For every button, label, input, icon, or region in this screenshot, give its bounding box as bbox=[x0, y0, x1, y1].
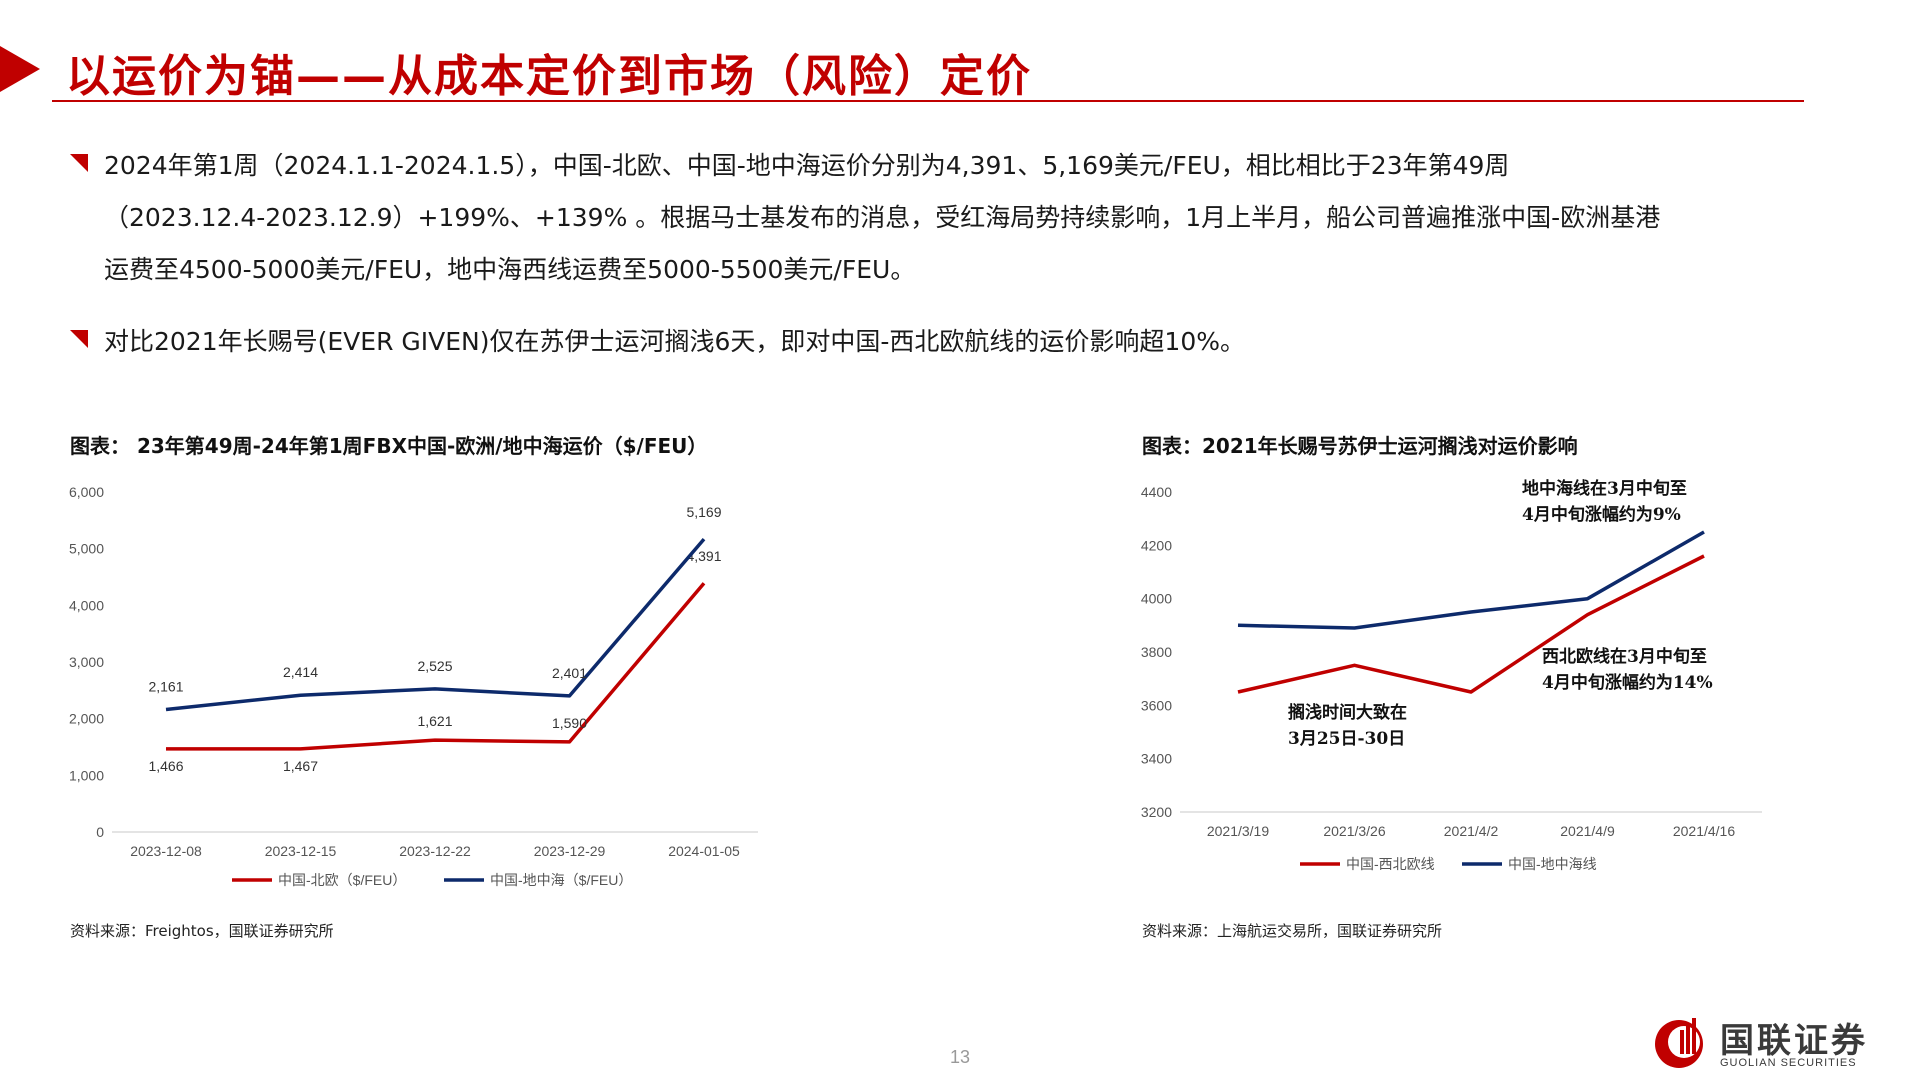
left-y-tick-label: 6,000 bbox=[69, 484, 104, 500]
ever-given-impact-chart-right: 3200 3400 3600 3800 4000 4200 4400 2021/3/19 202… bbox=[1141, 478, 1762, 872]
right-annotation: 4月中旬涨幅约为14% bbox=[1542, 672, 1713, 693]
right-y-tick-label: 4400 bbox=[1141, 484, 1172, 500]
right-y-tick-label: 3600 bbox=[1141, 697, 1172, 713]
left-series-line-2 bbox=[165, 537, 706, 712]
left-data-label: 4,391 bbox=[686, 548, 721, 564]
left-data-label: 2,161 bbox=[148, 679, 183, 695]
right-x-tick-label: 2021/4/9 bbox=[1560, 823, 1615, 839]
left-figure-title: 图表： 23年第49周-24年第1周FBX中国-欧洲/地中海运价（$/FEU） bbox=[70, 434, 708, 458]
left-data-label: 2,414 bbox=[283, 664, 318, 680]
left-x-tick-label: 2023-12-29 bbox=[534, 843, 606, 859]
bullet-line: 运费至4500-5000美元/FEU，地中海西线运费至5000-5500美元/F… bbox=[104, 255, 916, 284]
freight-rate-chart-left: 0 1,000 2,000 3,000 4,000 5,000 6,000 2023-12-0… bbox=[69, 484, 758, 888]
left-y-tick-label: 4,000 bbox=[69, 597, 104, 613]
left-legend-label-1: 中国-北欧（$/FEU） bbox=[278, 872, 406, 888]
bullet-triangle-icon bbox=[70, 154, 88, 172]
logo-english-name: GUOLIAN SECURITIES bbox=[1720, 1057, 1857, 1069]
right-annotation: 搁浅时间大致在 bbox=[1288, 702, 1407, 723]
bullet-paragraph-1: 2024年第1周（2024.1.1-2024.1.5），中国-北欧、中国-地中海… bbox=[70, 140, 1790, 296]
left-legend-label-2: 中国-地中海（$/FEU） bbox=[490, 872, 632, 888]
right-figure-title: 图表：2021年长赐号苏伊士运河搁浅对运价影响 bbox=[1142, 434, 1578, 458]
left-y-tick-label: 5,000 bbox=[69, 541, 104, 557]
bullet-paragraph-2: 对比2021年长赐号(EVER GIVEN)仅在苏伊士运河搁浅6天，即对中国-西… bbox=[70, 316, 1790, 368]
right-figure-source: 资料来源：上海航运交易所，国联证券研究所 bbox=[1142, 922, 1443, 940]
right-y-tick-label: 3200 bbox=[1141, 804, 1172, 820]
guolian-logo-icon bbox=[1655, 1018, 1703, 1068]
title-marker-icon bbox=[0, 46, 40, 92]
right-series-line-2 bbox=[1237, 530, 1705, 630]
logo-chinese-name: 国联证券 bbox=[1720, 1021, 1868, 1061]
company-logo: 国联证券 GUOLIAN SECURITIES bbox=[1650, 1013, 1900, 1073]
left-data-label: 1,467 bbox=[283, 758, 318, 774]
left-x-tick-label: 2023-12-08 bbox=[130, 843, 202, 859]
right-x-tick-label: 2021/3/26 bbox=[1323, 823, 1385, 839]
left-data-label: 2,401 bbox=[552, 665, 587, 681]
right-annotation: 3月25日-30日 bbox=[1288, 729, 1405, 749]
right-annotation: 地中海线在3月中旬至 bbox=[1522, 478, 1687, 499]
left-data-label: 2,525 bbox=[417, 658, 452, 674]
left-y-tick-label: 0 bbox=[96, 824, 104, 840]
left-data-label: 1,590 bbox=[552, 715, 587, 731]
right-series-line-1 bbox=[1237, 554, 1705, 694]
bullet-line: （2023.12.4-2023.12.9）+199%、+139% 。根据马士基发… bbox=[104, 203, 1661, 232]
left-x-tick-label: 2023-12-22 bbox=[399, 843, 471, 859]
bullet-line: 2024年第1周（2024.1.1-2024.1.5），中国-北欧、中国-地中海… bbox=[104, 151, 1510, 180]
right-legend-label-2: 中国-地中海线 bbox=[1508, 856, 1597, 872]
right-y-tick-label: 3800 bbox=[1141, 644, 1172, 660]
page-number: 13 bbox=[950, 1047, 971, 1067]
left-y-tick-label: 2,000 bbox=[69, 711, 104, 727]
right-annotation: 4月中旬涨幅约为9% bbox=[1522, 504, 1681, 525]
left-figure-source: 资料来源：Freightos，国联证券研究所 bbox=[70, 922, 334, 940]
bullet-line: 对比2021年长赐号(EVER GIVEN)仅在苏伊士运河搁浅6天，即对中国-西… bbox=[104, 327, 1245, 356]
right-x-tick-label: 2021/3/19 bbox=[1207, 823, 1269, 839]
left-data-label: 5,169 bbox=[686, 504, 721, 520]
right-x-tick-label: 2021/4/2 bbox=[1444, 823, 1499, 839]
right-annotation: 西北欧线在3月中旬至 bbox=[1542, 646, 1707, 667]
bullet-triangle-icon bbox=[70, 330, 88, 348]
right-y-tick-label: 4000 bbox=[1141, 591, 1172, 607]
left-y-tick-label: 3,000 bbox=[69, 654, 104, 670]
left-x-tick-label: 2024-01-05 bbox=[668, 843, 740, 859]
right-y-tick-label: 3400 bbox=[1141, 751, 1172, 767]
right-legend-label-1: 中国-西北欧线 bbox=[1346, 856, 1435, 872]
title-divider bbox=[52, 100, 1804, 102]
right-x-tick-label: 2021/4/16 bbox=[1673, 823, 1735, 839]
left-data-label: 1,621 bbox=[417, 713, 452, 729]
page-title: 以运价为锚——从成本定价到市场（风险）定价 bbox=[66, 51, 1032, 102]
right-y-tick-label: 4200 bbox=[1141, 537, 1172, 553]
left-data-label: 1,466 bbox=[148, 758, 183, 774]
left-y-tick-label: 1,000 bbox=[69, 767, 104, 783]
left-x-tick-label: 2023-12-15 bbox=[265, 843, 337, 859]
